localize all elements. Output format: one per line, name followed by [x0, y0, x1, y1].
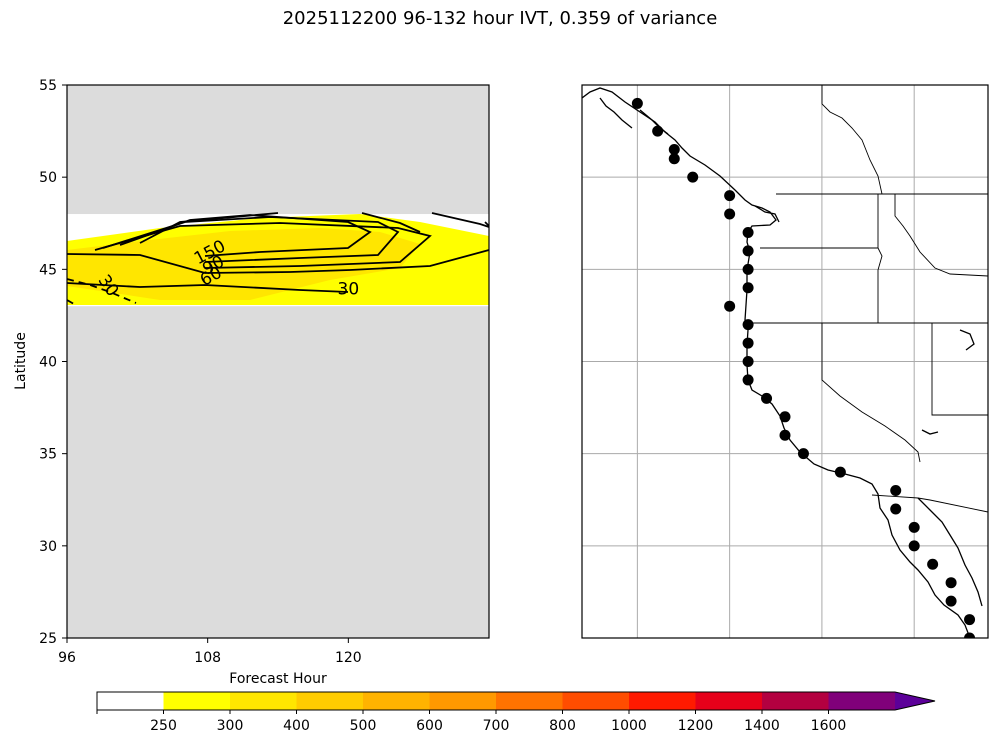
ivt-max-point	[964, 614, 976, 626]
ivt-max-point	[742, 337, 754, 349]
figure-title: 2025112200 96-132 hour IVT, 0.359 of var…	[282, 8, 718, 29]
contour-line	[361, 212, 421, 233]
political-borders	[747, 85, 988, 513]
ivt-max-locations	[631, 97, 976, 638]
ivt-max-point	[652, 125, 664, 137]
colorbar-tick-label: 800	[549, 718, 576, 734]
ivt-max-point	[779, 429, 791, 441]
ivt-max-point	[742, 374, 754, 386]
ivt-max-point	[742, 319, 754, 331]
colorbar-segment	[828, 692, 896, 710]
x-tick-label: 108	[194, 650, 221, 666]
colorbar-tick-label: 1200	[678, 718, 714, 734]
map-gridlines	[582, 85, 988, 638]
ivt-max-point	[742, 356, 754, 367]
ivt-anomaly-contours	[66, 212, 490, 305]
colorbar-tick-label: 500	[350, 718, 377, 734]
ivt-max-point	[834, 466, 846, 478]
ivt-max-point	[742, 245, 754, 257]
ivt-max-point	[724, 190, 736, 202]
ivt-max-point	[631, 97, 643, 109]
y-axis-ticks: 25 30 35 40 45 50 55	[39, 78, 67, 647]
ivt-max-point	[908, 521, 920, 533]
y-tick-label: 45	[39, 262, 57, 278]
ivt-max-point	[668, 144, 680, 156]
colorbar-tick-label: 600	[416, 718, 443, 734]
contour-label: 30	[338, 280, 360, 300]
y-tick-label: 40	[39, 355, 57, 371]
contour-line	[66, 282, 349, 293]
ivt-max-point	[908, 540, 920, 552]
colorbar-tick-label: 700	[483, 718, 510, 734]
colorbar-segment	[230, 692, 297, 710]
colorbar-segment	[629, 692, 696, 710]
y-tick-label: 25	[39, 631, 57, 647]
contour-line	[66, 249, 490, 274]
colorbar-tick-label: 1000	[611, 718, 647, 734]
y-tick-label: 35	[39, 447, 57, 463]
ivt-max-point	[797, 448, 809, 460]
ivt-max-point	[945, 595, 957, 607]
ivt-filled-contours	[67, 214, 489, 307]
ivt-max-point	[687, 171, 699, 183]
y-tick-label: 50	[39, 170, 57, 186]
colorbar: 250 300 400 500 600 700 800 1000 1200 1400 1600	[96, 691, 936, 734]
ivt-fill-300	[67, 228, 420, 300]
colorbar-segment	[429, 692, 497, 710]
colorbar-segment	[562, 692, 630, 710]
x-axis-ticks: 96 108 120	[58, 638, 362, 666]
colorbar-segment	[163, 692, 231, 710]
y-axis-label: Latitude	[13, 332, 29, 390]
colorbar-tick-label: 400	[283, 718, 310, 734]
y-tick-label: 30	[39, 539, 57, 555]
colorbar-segment	[296, 692, 364, 710]
contour-line	[66, 299, 75, 305]
contour-line	[94, 222, 432, 269]
x-axis-label: Forecast Hour	[229, 671, 327, 687]
colorbar-tick-label: 1400	[744, 718, 780, 734]
colorbar-tick-label: 300	[217, 718, 244, 734]
ivt-max-point	[964, 632, 976, 638]
ivt-max-point	[742, 263, 754, 275]
ivt-max-point	[742, 282, 754, 294]
colorbar-tick-label: 250	[150, 718, 177, 734]
map-panel	[581, 84, 989, 639]
missing-data-background	[67, 85, 489, 638]
ivt-max-point	[779, 411, 791, 423]
colorbar-tick-label: 1600	[811, 718, 847, 734]
coastline	[582, 87, 983, 638]
contour-line	[431, 212, 490, 228]
x-tick-label: 96	[58, 650, 76, 666]
ivt-max-point	[724, 300, 736, 312]
colorbar-extend-arrow	[895, 692, 935, 710]
colorbar-segment	[363, 692, 430, 710]
ivt-max-point	[761, 392, 773, 404]
ivt-max-point	[890, 485, 902, 497]
ivt-max-point	[890, 503, 902, 515]
ivt-max-point	[945, 577, 957, 589]
y-tick-label: 55	[39, 78, 57, 94]
ivt-max-point	[668, 153, 680, 165]
ivt-max-point	[724, 208, 736, 220]
colorbar-segment	[496, 692, 563, 710]
colorbar-segment	[97, 692, 164, 710]
colorbar-outline	[96, 691, 936, 711]
colorbar-segment	[762, 692, 829, 710]
x-tick-label: 120	[335, 650, 362, 666]
colorbar-segment	[695, 692, 763, 710]
map-axes-frame	[581, 84, 989, 639]
ivt-max-point	[927, 558, 939, 570]
ivt-max-point	[742, 226, 754, 238]
contour-line	[484, 221, 490, 227]
